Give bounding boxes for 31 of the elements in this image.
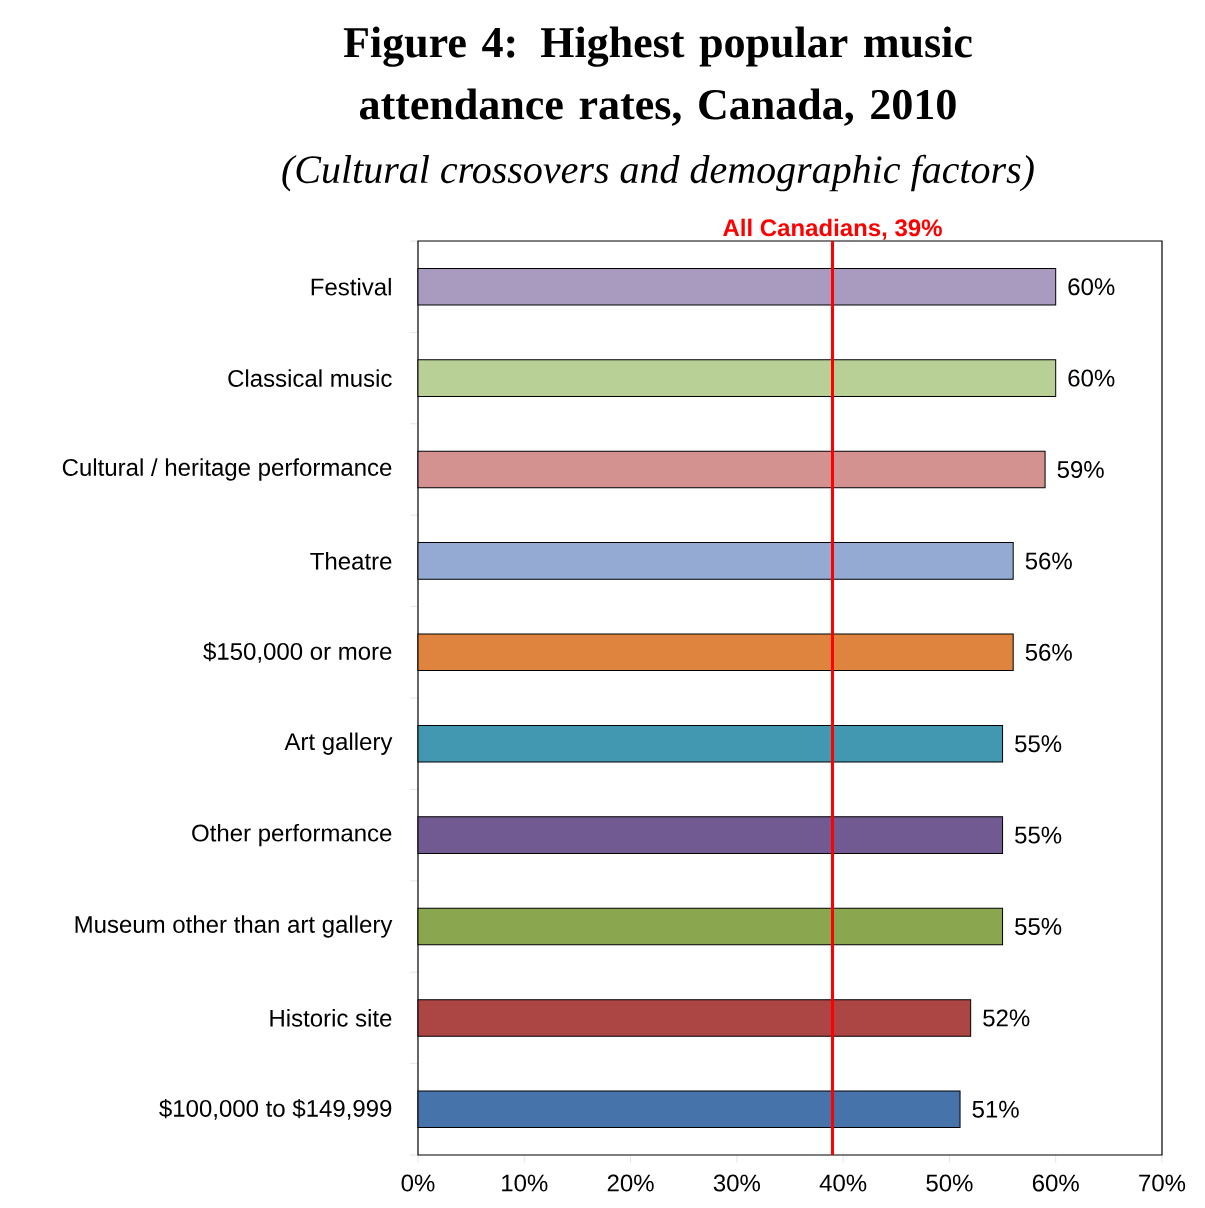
x-tick-label: 0% [401,1174,435,1192]
chart-subtitle: (Cultural crossovers and demographic factors) [282,154,1034,192]
ref-line-label: All Canadians, 39% [723,218,942,240]
x-tick-label: 70% [1139,1174,1186,1192]
data-label: 52% [983,1009,1030,1027]
data-label: 59% [1057,461,1104,478]
y-tick-label: Cultural / heritage performance [62,458,392,481]
x-tick-label: 60% [1032,1174,1079,1192]
chart-title: Figure 4: Highest popular music attendance rates, Canada, 2010 [343,26,972,126]
x-tick-label: 30% [713,1174,760,1192]
y-tick-label: Historic site [270,1009,392,1027]
y-tick-label: Festival [311,277,391,296]
data-label: 60% [1068,369,1115,387]
y-tick-label: Theatre [310,552,392,570]
data-label: 55% [1015,918,1062,935]
x-tick-label: 20% [607,1174,654,1192]
y-tick-label: Classical music [228,369,392,387]
x-tick-label: 10% [502,1174,548,1192]
x-tick-label: 50% [926,1174,973,1192]
data-label: 55% [1015,826,1062,844]
y-tick-label: $100,000 to $149,999 [159,1098,392,1120]
y-tick-label: Museum other than art gallery [75,915,393,938]
data-label: 60% [1068,278,1115,296]
data-label: 56% [1025,643,1072,661]
data-label: 56% [1025,552,1072,570]
y-tick-label: Other performance [192,823,392,847]
y-tick-label: $150,000 or more [203,641,392,663]
y-tick-label: Art gallery [284,732,393,755]
data-label: 51% [972,1100,1019,1118]
x-tick-label: 40% [819,1174,867,1192]
data-label: 55% [1015,735,1062,753]
